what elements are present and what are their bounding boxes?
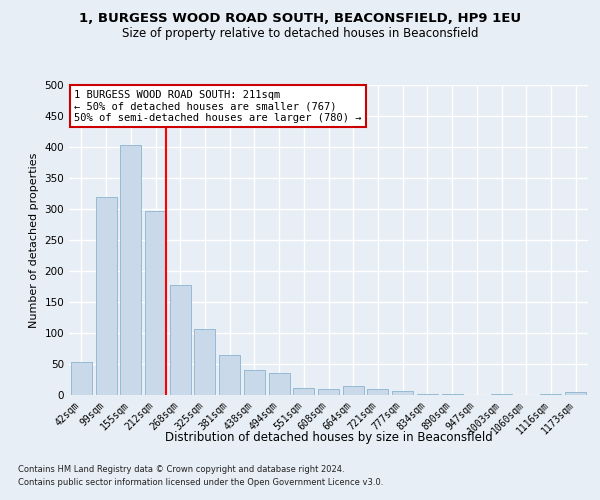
Bar bbox=[367, 390, 388, 395]
Bar bbox=[491, 394, 512, 395]
Bar bbox=[293, 388, 314, 395]
Bar bbox=[269, 372, 290, 395]
Bar bbox=[95, 196, 116, 395]
Bar bbox=[219, 354, 240, 395]
Bar bbox=[541, 394, 562, 395]
Text: 1, BURGESS WOOD ROAD SOUTH, BEACONSFIELD, HP9 1EU: 1, BURGESS WOOD ROAD SOUTH, BEACONSFIELD… bbox=[79, 12, 521, 26]
Text: Contains HM Land Registry data © Crown copyright and database right 2024.: Contains HM Land Registry data © Crown c… bbox=[18, 466, 344, 474]
Bar bbox=[170, 286, 191, 395]
Bar bbox=[71, 362, 92, 395]
Bar bbox=[417, 394, 438, 395]
Bar bbox=[244, 370, 265, 395]
Text: Size of property relative to detached houses in Beaconsfield: Size of property relative to detached ho… bbox=[122, 28, 478, 40]
Bar bbox=[442, 394, 463, 395]
Bar bbox=[343, 386, 364, 395]
Text: Contains public sector information licensed under the Open Government Licence v3: Contains public sector information licen… bbox=[18, 478, 383, 487]
Bar bbox=[145, 211, 166, 395]
Bar bbox=[120, 145, 141, 395]
Text: Distribution of detached houses by size in Beaconsfield: Distribution of detached houses by size … bbox=[165, 431, 493, 444]
Text: 1 BURGESS WOOD ROAD SOUTH: 211sqm
← 50% of detached houses are smaller (767)
50%: 1 BURGESS WOOD ROAD SOUTH: 211sqm ← 50% … bbox=[74, 90, 362, 123]
Y-axis label: Number of detached properties: Number of detached properties bbox=[29, 152, 39, 328]
Bar bbox=[194, 328, 215, 395]
Bar bbox=[318, 389, 339, 395]
Bar bbox=[565, 392, 586, 395]
Bar bbox=[392, 392, 413, 395]
